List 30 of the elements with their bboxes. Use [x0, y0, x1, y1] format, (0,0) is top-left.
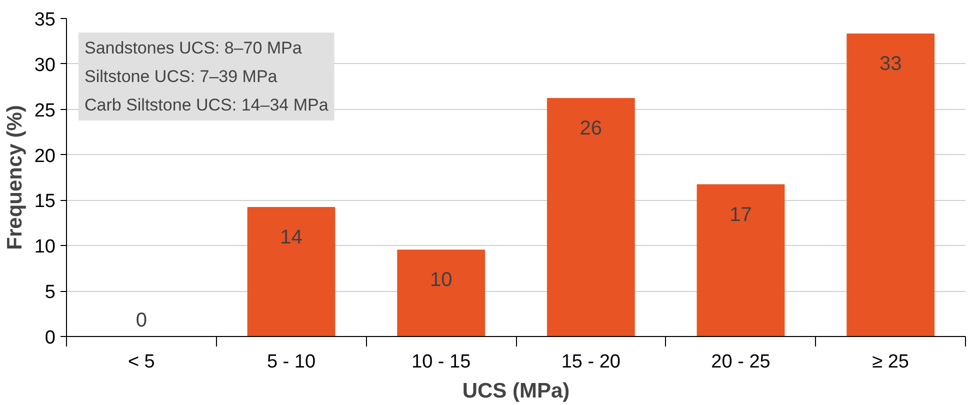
data-label: 17 — [730, 204, 752, 226]
y-tick-label: 0 — [44, 328, 56, 348]
bar — [397, 250, 486, 336]
annotation: Sandstones UCS: 8–70 MPa — [84, 38, 302, 58]
x-tick-label: 5 - 10 — [266, 352, 316, 372]
y-tick-label: 30 — [34, 54, 56, 76]
y-tick-label: 15 — [34, 191, 56, 212]
data-label: 33 — [879, 52, 902, 75]
x-tick-label: < 5 — [128, 352, 155, 372]
annotation: Carb Siltstone UCS: 14–34 MPa — [84, 96, 329, 114]
x-tick-label: ≥ 25 — [872, 352, 910, 372]
data-label: 10 — [430, 269, 452, 292]
data-label: 26 — [580, 117, 602, 140]
x-tick-label: 20 - 25 — [711, 352, 770, 372]
annotation: Siltstone UCS: 7–39 MPa — [84, 67, 278, 86]
y-tick-label: 10 — [34, 236, 56, 258]
y-tick-label: 35 — [34, 10, 56, 30]
bar — [696, 184, 785, 336]
y-tick-label: 5 — [44, 282, 56, 304]
x-tick-label: 15 - 20 — [561, 352, 620, 372]
data-label: 14 — [280, 226, 302, 248]
y-tick-label: 25 — [34, 100, 56, 122]
y-axis-title: Frequency (%) — [3, 105, 26, 250]
bar — [247, 206, 336, 336]
data-label: 0 — [136, 310, 147, 332]
x-axis-title: UCS (MPa) — [462, 380, 570, 402]
bar — [546, 98, 635, 336]
x-tick-label: 10 - 15 — [412, 352, 471, 372]
y-tick-label: 20 — [34, 146, 56, 167]
bar — [846, 33, 935, 336]
